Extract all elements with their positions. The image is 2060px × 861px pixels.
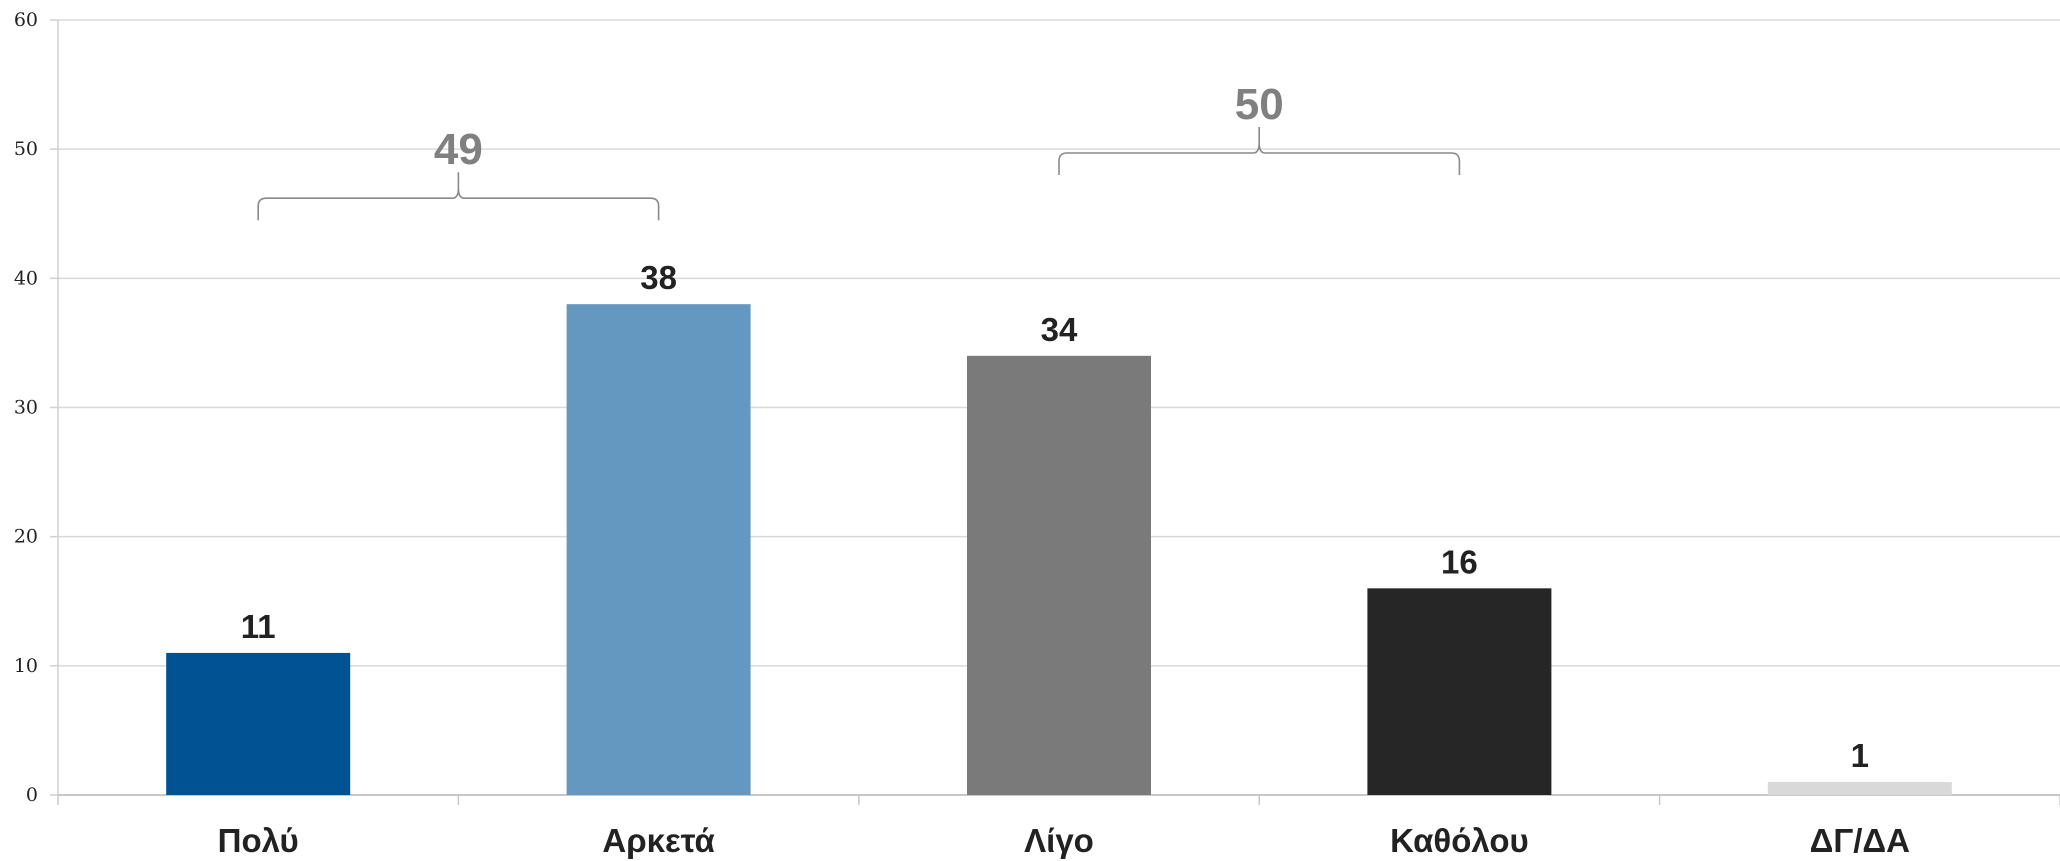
y-tick-label: 40 [14, 267, 38, 289]
data-label: 38 [640, 259, 677, 296]
data-label: 16 [1441, 543, 1478, 580]
y-tick-label: 20 [14, 526, 38, 548]
bar [1367, 588, 1552, 795]
bar [1767, 782, 1952, 795]
data-labels: 11 38 34 16 1 [241, 259, 1869, 774]
bar [967, 355, 1151, 795]
bars [166, 304, 1952, 795]
category-labels: Πολύ Αρκετά Λίγο Καθόλου ΔΓ/ΔΑ [218, 822, 1910, 859]
group-total-label: 50 [1235, 80, 1284, 129]
group-annotations: 49 50 [257, 80, 1461, 221]
data-label: 11 [241, 608, 276, 645]
category-label: Λίγο [1024, 822, 1094, 859]
group-bracket [257, 172, 660, 221]
y-tick-label: 0 [26, 784, 38, 806]
group-bracket [1058, 127, 1461, 175]
y-tick-label: 60 [14, 9, 38, 31]
bar [166, 652, 351, 795]
y-tick-label: 50 [14, 138, 38, 160]
category-label: ΔΓ/ΔΑ [1810, 822, 1910, 859]
x-axis [57, 794, 2060, 805]
y-axis: 0 10 20 30 40 50 60 [14, 9, 59, 806]
bar [566, 304, 751, 795]
category-label: Καθόλου [1390, 822, 1529, 859]
y-tick-label: 10 [14, 655, 38, 677]
y-tick-label: 30 [14, 397, 38, 419]
data-label: 1 [1851, 737, 1869, 774]
category-label: Αρκετά [602, 822, 714, 859]
category-label: Πολύ [218, 822, 299, 859]
group-total-label: 49 [434, 125, 483, 174]
data-label: 34 [1041, 311, 1078, 348]
